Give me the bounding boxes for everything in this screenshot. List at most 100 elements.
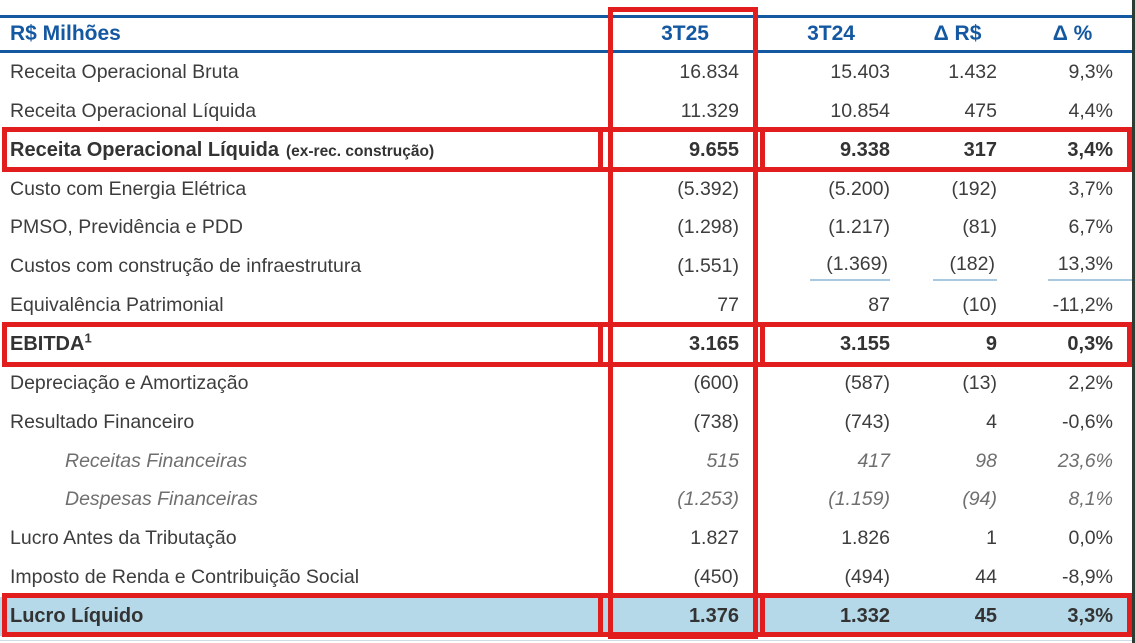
value-3t25: 16.834	[679, 60, 739, 83]
row-label: Receita Operacional Bruta	[10, 60, 239, 83]
row-label: Custos com construção de infraestrutura	[10, 255, 362, 278]
value-delta-pct: 0,0%	[1068, 527, 1113, 550]
row-label: Receita Operacional Líquida	[10, 99, 257, 122]
value-3t24: 3.155	[839, 332, 890, 355]
value-delta-pct: 3,4%	[1067, 138, 1113, 161]
table-row-financial-revenues: Receitas Financeiras 515 417 98 23,6%	[0, 442, 1135, 481]
value-delta-rs: (182)	[905, 253, 1010, 281]
value-delta-rs: (192)	[951, 177, 997, 200]
value-3t24: (1.159)	[828, 488, 890, 511]
value-delta-pct: 13,3%	[1010, 253, 1135, 281]
value-3t24: 9.338	[839, 138, 890, 161]
value-3t25: 77	[717, 294, 739, 317]
value-delta-pct: -11,2%	[1052, 294, 1113, 317]
row-label: Custo com Energia Elétrica	[10, 177, 247, 200]
table-row-pre-tax-profit: Lucro Antes da Tributação 1.827 1.826 1 …	[0, 519, 1135, 558]
row-label: Lucro Antes da Tributação	[10, 527, 237, 550]
table-row-gross-revenue: Receita Operacional Bruta 16.834 15.403 …	[0, 53, 1135, 92]
value-3t25: (450)	[693, 566, 739, 589]
header-unit-label: R$ Milhões	[10, 22, 121, 45]
value-3t25: 1.827	[690, 527, 739, 550]
value-3t24: 417	[857, 449, 890, 472]
value-delta-pct: 2,2%	[1068, 371, 1113, 394]
value-3t25: 515	[706, 449, 739, 472]
value-3t24: (743)	[844, 410, 890, 433]
footnote-superscript: 1	[84, 330, 92, 346]
row-label: Receita Operacional Líquida (ex-rec. cons…	[0, 139, 613, 162]
value-3t25: 11.329	[680, 99, 739, 122]
value-3t25: 9.655	[688, 138, 739, 161]
value-3t24: (1.217)	[828, 216, 890, 239]
value-3t25: (1.253)	[677, 488, 739, 511]
image-right-edge	[1132, 0, 1135, 643]
row-label: Despesas Financeiras	[65, 488, 258, 511]
value-delta-pct: -8,9%	[1062, 566, 1113, 589]
value-3t25: (738)	[693, 410, 739, 433]
value-3t24: (587)	[844, 371, 890, 394]
table-row-income-tax: Imposto de Renda e Contribuição Social (…	[0, 558, 1135, 597]
table-bottom-rule	[0, 640, 1135, 641]
value-3t24: 87	[868, 294, 890, 317]
table-row-infrastructure-construction-costs: Custos com construção de infraestrutura …	[0, 247, 1135, 286]
row-label: Receitas Financeiras	[65, 449, 248, 472]
table-row-financial-expenses: Despesas Financeiras (1.253) (1.159) (94…	[0, 480, 1135, 519]
value-delta-rs: 98	[975, 449, 997, 472]
underlined-value: 13,3%	[1047, 253, 1133, 281]
value-3t25: (5.392)	[677, 177, 739, 200]
table-body: Receita Operacional Bruta 16.834 15.403 …	[0, 53, 1135, 636]
table-row-energy-cost: Custo com Energia Elétrica (5.392) (5.20…	[0, 170, 1135, 209]
value-delta-rs: 1.432	[948, 60, 997, 83]
value-delta-rs: 475	[964, 99, 997, 122]
table-row-pmso: PMSO, Previdência e PDD (1.298) (1.217) …	[0, 208, 1135, 247]
row-label-main: Receita Operacional Líquida	[10, 138, 279, 161]
value-delta-rs: 44	[975, 566, 997, 589]
value-3t24: 15.403	[830, 60, 890, 83]
value-delta-pct: 8,1%	[1068, 488, 1113, 511]
header-col-3t25: 3T25	[661, 22, 709, 45]
row-label-main: EBITDA	[10, 332, 85, 355]
value-delta-rs: 4	[986, 410, 997, 433]
value-delta-rs: 1	[986, 527, 997, 550]
table-row-net-revenue: Receita Operacional Líquida 11.329 10.85…	[0, 92, 1135, 131]
row-label-suffix: (ex-rec. construção)	[285, 142, 435, 160]
row-label: Lucro Líquido	[10, 604, 144, 627]
row-label: Resultado Financeiro	[10, 410, 195, 433]
row-label: Depreciação e Amortização	[10, 371, 249, 394]
value-delta-rs: 45	[974, 604, 997, 627]
row-label: PMSO, Previdência e PDD	[10, 216, 244, 239]
value-delta-rs: (13)	[962, 371, 997, 394]
value-delta-pct: 23,6%	[1057, 449, 1113, 472]
table-row-net-income: Lucro Líquido 1.376 1.332 45 3,3%	[0, 597, 1135, 636]
value-delta-pct: 0,3%	[1067, 332, 1113, 355]
value-3t25: (1.551)	[677, 255, 739, 278]
table-header-row: R$ Milhões 3T25 3T24 Δ R$ Δ %	[0, 15, 1135, 53]
header-col-delta-rs: Δ R$	[933, 22, 982, 45]
value-delta-pct: 4,4%	[1068, 99, 1113, 122]
underlined-value: (182)	[933, 253, 997, 281]
header-col-delta-pct: Δ %	[1052, 22, 1093, 45]
row-label: Imposto de Renda e Contribuição Social	[10, 566, 360, 589]
value-delta-pct: 6,7%	[1068, 216, 1113, 239]
table-row-net-revenue-ex-construction: Receita Operacional Líquida (ex-rec. cons…	[0, 131, 1135, 170]
value-3t24: 1.826	[841, 527, 890, 550]
table-row-equity-income: Equivalência Patrimonial 77 87 (10) -11,…	[0, 286, 1135, 325]
value-3t25: 3.165	[688, 332, 739, 355]
value-3t24: (494)	[844, 566, 890, 589]
row-label: EBITDA1	[0, 330, 613, 356]
value-delta-rs: (10)	[962, 294, 997, 317]
value-delta-rs: (94)	[962, 488, 997, 511]
value-delta-pct: 3,3%	[1067, 604, 1113, 627]
value-3t24: (5.200)	[828, 177, 890, 200]
value-delta-pct: 3,7%	[1068, 177, 1113, 200]
value-delta-pct: 9,3%	[1068, 60, 1113, 83]
value-delta-rs: (81)	[962, 216, 997, 239]
value-3t24: (1.369)	[757, 253, 905, 281]
row-label: Equivalência Patrimonial	[10, 294, 224, 317]
value-delta-rs: 9	[985, 332, 997, 355]
value-3t24: 1.332	[839, 604, 890, 627]
value-delta-rs: 317	[963, 138, 997, 161]
value-3t25: 1.376	[688, 604, 739, 627]
header-col-3t24: 3T24	[807, 22, 855, 45]
underlined-value: (1.369)	[810, 253, 890, 281]
